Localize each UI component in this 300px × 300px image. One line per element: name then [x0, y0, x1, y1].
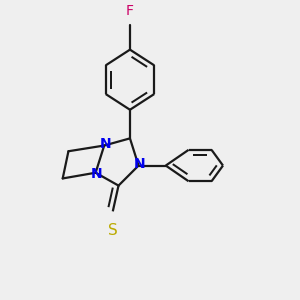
Text: F: F	[126, 4, 134, 18]
Text: N: N	[134, 157, 146, 171]
Text: N: N	[100, 137, 111, 151]
Text: S: S	[108, 223, 118, 238]
Text: N: N	[91, 167, 103, 181]
